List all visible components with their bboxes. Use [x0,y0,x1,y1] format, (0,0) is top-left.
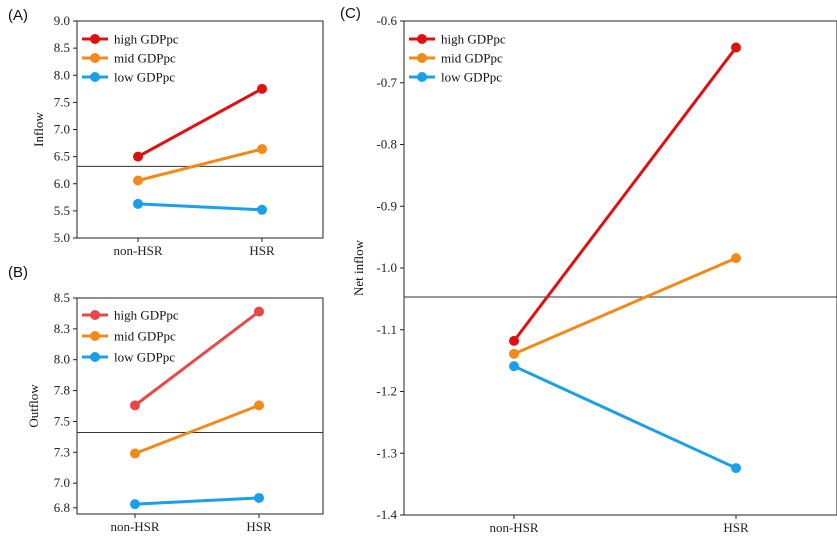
y-tick-label: 8.0 [54,67,70,82]
data-point-low [257,204,267,215]
legend-marker-low [90,72,100,82]
legend-marker-high [90,310,100,320]
y-tick-label: -1.3 [376,445,397,460]
data-point-low [133,198,143,209]
data-point-high [731,42,741,53]
data-point-high [257,83,267,94]
y-tick-label: -1.1 [376,322,397,337]
x-tick-label: HSR [246,519,272,534]
panel-label-c: (C) [340,5,361,22]
panel-label-a: (A) [8,7,28,24]
legend-label-low: low GDPpc [114,350,175,365]
y-axis-label: Net inflow [351,239,366,296]
x-tick-label: HSR [723,520,749,535]
plot-frame [76,297,324,515]
y-tick-label: -1.4 [376,507,397,522]
y-tick-label: -1.2 [376,384,397,399]
y-tick-label: 7.8 [54,383,70,398]
legend-marker-low [417,72,427,82]
legend-label-low: low GDPpc [441,70,502,85]
x-tick-label: HSR [249,243,275,258]
y-tick-label: 5.0 [54,230,70,245]
legend-marker-high [90,34,100,44]
legend-label-high: high GDPpc [114,32,179,47]
data-point-mid [130,448,140,459]
y-tick-label: 7.5 [54,94,70,109]
y-tick-label: 7.5 [54,413,70,428]
y-axis-label: Outflow [26,384,41,428]
y-tick-label: 8.5 [54,40,70,55]
y-tick-label: 8.0 [54,352,70,367]
x-tick-label: non-HSR [489,520,538,535]
x-tick-label: non-HSR [113,243,162,258]
series-line-high [134,310,260,407]
data-point-mid [731,253,741,264]
data-point-high [130,400,140,411]
series-line-mid [513,256,737,356]
y-tick-label: 7.0 [54,122,70,137]
data-point-low [731,463,741,474]
y-tick-label: 7.3 [54,444,70,459]
data-point-low [130,499,140,510]
y-tick-label: 6.0 [54,176,70,191]
legend-label-high: high GDPpc [114,308,179,323]
y-tick-label: 6.8 [54,500,70,515]
series-line-low [137,202,263,212]
data-point-mid [254,400,264,411]
legend-marker-low [90,352,100,362]
y-axis-label: Inflow [31,112,46,147]
series-line-low [134,496,260,506]
y-tick-label: 8.3 [54,321,70,336]
legend-marker-mid [90,53,100,63]
y-tick-label: 7.0 [54,475,70,490]
y-tick-label: -1.0 [376,260,397,275]
panel-label-b: (B) [8,264,28,281]
panel-b: (B) 6.8 7.0 7.3 7.5 7.8 8.0 8.3 8.5 non-HSR HSR Out… [8,264,324,534]
series-line-mid [137,147,263,182]
series-line-high [512,46,738,342]
y-tick-label: -0.8 [376,137,397,152]
y-tick-label: -0.9 [376,198,397,213]
y-tick-label: 9.0 [54,13,70,28]
legend-label-mid: mid GDPpc [114,329,176,344]
legend-label-low: low GDPpc [114,70,175,85]
data-point-low [254,492,264,503]
series-line-high [137,87,263,158]
legend-label-high: high GDPpc [441,32,506,47]
y-tick-label: 6.5 [54,149,70,164]
legend-marker-mid [417,53,427,63]
data-point-mid [257,144,267,155]
data-point-mid [133,175,143,186]
series-line-low [513,364,737,470]
data-point-high [133,151,143,162]
legend-marker-mid [90,331,100,341]
plot-frame [403,20,837,516]
data-point-mid [509,348,519,359]
y-tick-label: 8.5 [54,290,70,305]
data-point-low [509,361,519,372]
panel-a: (A) 5.0 5.5 6.0 6.5 7.0 7.5 8.0 8.5 9.0 non-HSR HSR… [8,7,324,258]
series-line-mid [134,403,260,455]
legend-marker-high [417,34,427,44]
x-tick-label: non-HSR [110,519,159,534]
data-point-high [254,306,264,317]
legend-label-mid: mid GDPpc [441,51,503,66]
y-tick-label: -0.7 [376,75,397,90]
data-point-high [509,335,519,346]
panel-c: (C) -1.4 -1.3 -1.2 -1.1 -1.0 -0.9 -0.8 -0.7 -0.6 n… [340,5,837,535]
legend-label-mid: mid GDPpc [114,51,176,66]
y-tick-label: -0.6 [376,13,397,28]
y-tick-label: 5.5 [54,203,70,218]
